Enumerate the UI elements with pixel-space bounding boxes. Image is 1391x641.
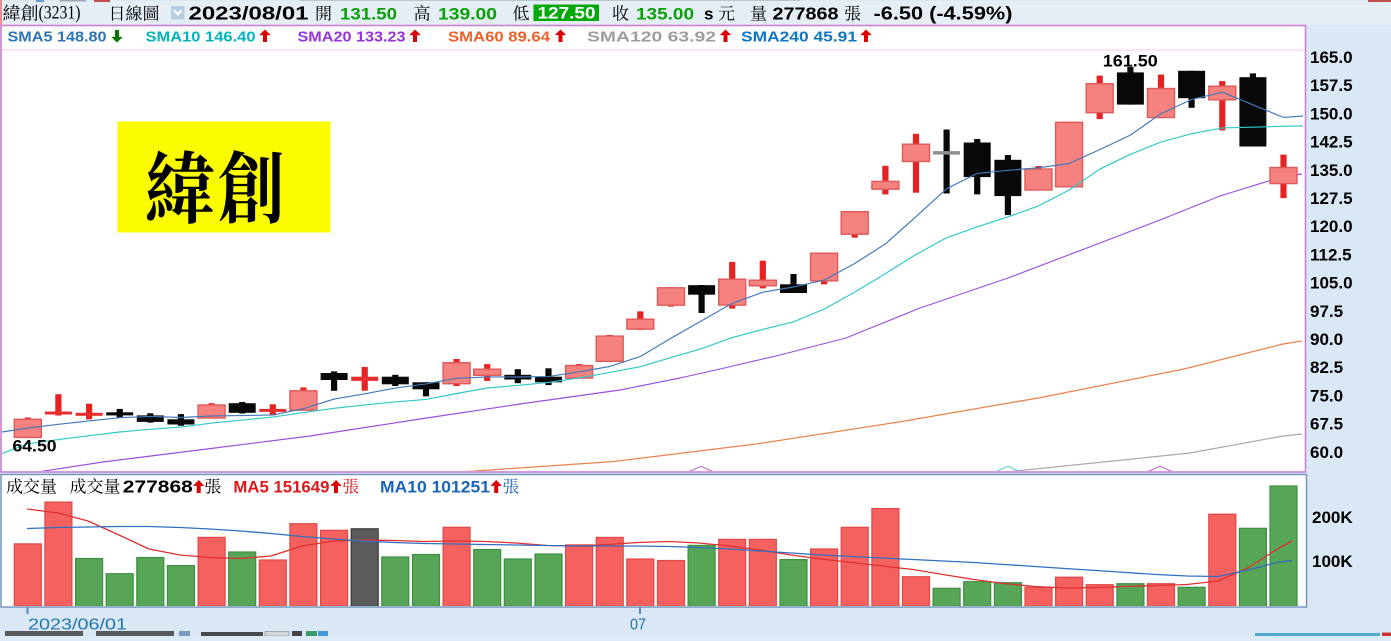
- svg-text:64.50: 64.50: [13, 437, 57, 456]
- svg-text:127.50: 127.50: [538, 4, 596, 23]
- svg-text:SMA240 45.91: SMA240 45.91: [741, 29, 857, 46]
- svg-text:200K: 200K: [1312, 508, 1353, 527]
- svg-text:(3231): (3231): [39, 3, 81, 24]
- svg-text:127.5: 127.5: [1310, 189, 1353, 208]
- svg-text:SMA20 133.23: SMA20 133.23: [298, 29, 406, 46]
- svg-text:135.0: 135.0: [1310, 161, 1353, 180]
- svg-text:2023/06/01: 2023/06/01: [28, 617, 127, 634]
- svg-text:60.0: 60.0: [1310, 443, 1343, 462]
- svg-text:90.0: 90.0: [1310, 330, 1343, 349]
- svg-text:MA10 101251: MA10 101251: [380, 478, 490, 497]
- svg-text:s: s: [704, 5, 713, 24]
- svg-text:2023/08/01: 2023/08/01: [189, 4, 309, 24]
- svg-text:75.0: 75.0: [1310, 386, 1343, 405]
- svg-text:157.5: 157.5: [1310, 76, 1353, 95]
- svg-text:82.5: 82.5: [1310, 358, 1343, 377]
- svg-text:150.0: 150.0: [1310, 104, 1353, 123]
- svg-text:SMA60 89.64: SMA60 89.64: [448, 29, 551, 46]
- svg-text:105.0: 105.0: [1310, 274, 1353, 293]
- svg-text:131.50: 131.50: [340, 5, 397, 24]
- svg-text:07: 07: [630, 617, 646, 634]
- svg-text:120.0: 120.0: [1310, 217, 1353, 236]
- svg-text:165.0: 165.0: [1310, 48, 1353, 67]
- svg-text:MA5 151649: MA5 151649: [233, 478, 329, 497]
- svg-text:277868: 277868: [773, 4, 839, 24]
- svg-text:SMA10 146.40: SMA10 146.40: [146, 29, 256, 46]
- svg-text:67.5: 67.5: [1310, 415, 1343, 434]
- svg-text:142.5: 142.5: [1310, 133, 1353, 152]
- svg-text:97.5: 97.5: [1310, 302, 1343, 321]
- svg-text:161.50: 161.50: [1103, 52, 1158, 71]
- svg-text:139.00: 139.00: [438, 5, 497, 24]
- svg-text:277868: 277868: [123, 477, 193, 497]
- svg-text:-6.50 (-4.59%): -6.50 (-4.59%): [874, 4, 1013, 24]
- svg-text:100K: 100K: [1312, 552, 1353, 571]
- svg-text:135.00: 135.00: [636, 5, 694, 24]
- svg-text:SMA120 63.92: SMA120 63.92: [587, 29, 716, 46]
- svg-text:112.5: 112.5: [1310, 245, 1352, 264]
- svg-text:SMA5 148.80: SMA5 148.80: [8, 29, 107, 46]
